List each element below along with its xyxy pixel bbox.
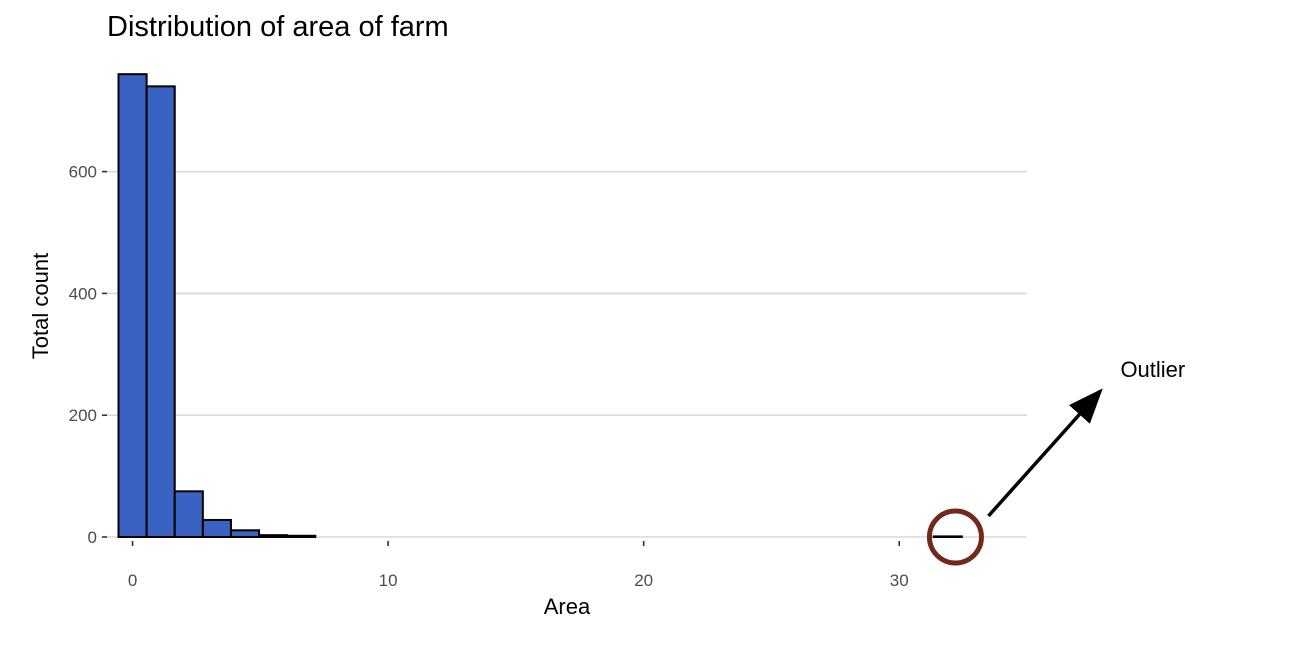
x-axis-ticks: 0 10 20 30 bbox=[128, 541, 909, 590]
x-tick-label: 0 bbox=[128, 571, 137, 590]
x-tick-label: 10 bbox=[379, 571, 398, 590]
histogram-bar bbox=[932, 535, 963, 539]
chart-title: Distribution of area of farm bbox=[107, 11, 449, 43]
histogram-bar bbox=[258, 534, 289, 539]
histogram-bar bbox=[286, 534, 317, 538]
annotations: Outlier bbox=[926, 357, 1185, 566]
y-axis-title: Total count bbox=[28, 253, 53, 359]
gridlines bbox=[107, 170, 1027, 538]
y-tick-label: 400 bbox=[69, 284, 97, 303]
histogram-bar bbox=[173, 490, 204, 539]
y-tick-label: 0 bbox=[88, 528, 97, 547]
outlier-circle bbox=[926, 508, 984, 566]
outlier-arrow bbox=[987, 388, 1103, 518]
x-tick-label: 30 bbox=[890, 571, 909, 590]
y-tick-label: 200 bbox=[69, 406, 97, 425]
histogram-bar bbox=[145, 85, 176, 538]
x-tick-label: 20 bbox=[634, 571, 653, 590]
histogram-bar bbox=[201, 518, 232, 539]
x-axis-title: Area bbox=[544, 594, 591, 619]
histogram-bar bbox=[229, 529, 261, 538]
y-tick-label: 600 bbox=[69, 163, 97, 182]
y-axis-ticks: 0 200 400 600 bbox=[69, 163, 107, 547]
outlier-label: Outlier bbox=[1120, 357, 1185, 382]
bars bbox=[117, 73, 963, 539]
histogram-bar bbox=[117, 73, 148, 539]
